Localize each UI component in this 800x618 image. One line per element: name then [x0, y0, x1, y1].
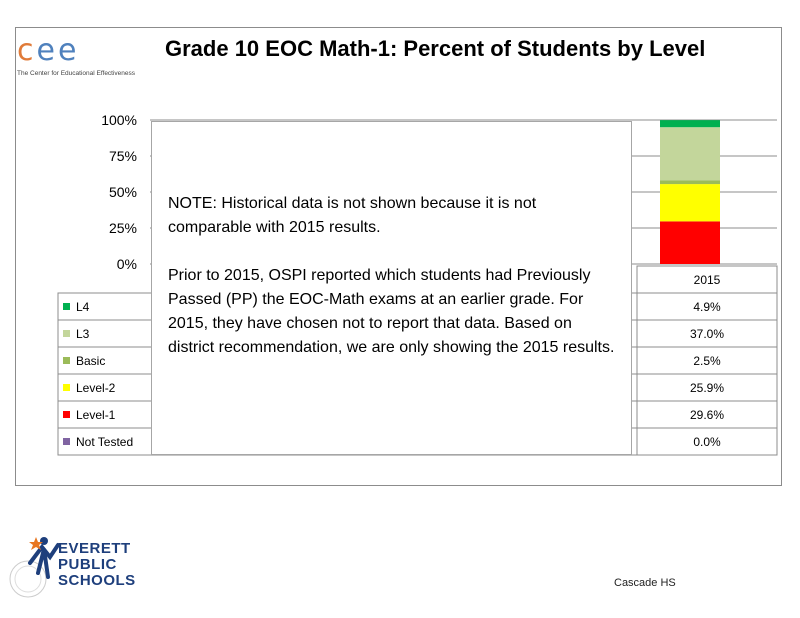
note-paragraph-2: Prior to 2015, OSPI reported which stude… [168, 267, 615, 356]
y-tick-label: 50% [109, 184, 137, 200]
note-paragraph-1: NOTE: Historical data is not shown becau… [168, 195, 537, 236]
legend-swatch-level-2 [63, 384, 70, 391]
legend-swatch-l3 [63, 330, 70, 337]
legend-label-l4: L4 [76, 300, 90, 314]
bar-segment-l3 [660, 127, 720, 181]
chart-frame [15, 27, 782, 486]
y-tick-label: 0% [117, 256, 137, 272]
district-emblem-icon [9, 537, 60, 598]
legend-label-level-1: Level-1 [76, 408, 116, 422]
cee-logo-letters: cee [17, 33, 80, 68]
everett-public-schools-logo: EVERETT PUBLIC SCHOOLS [8, 533, 178, 603]
y-tick-label: 100% [101, 112, 137, 128]
legend-swatch-level-1 [63, 411, 70, 418]
legend-label-not-tested: Not Tested [76, 435, 133, 449]
legend-swatch-not-tested [63, 438, 70, 445]
legend-swatch-basic [63, 357, 70, 364]
data-label-level-1: 29.6% [690, 408, 724, 422]
data-label-l4: 4.9% [693, 300, 721, 314]
district-logo-text: EVERETT PUBLIC SCHOOLS [58, 540, 136, 589]
note-box: NOTE: Historical data is not shown becau… [151, 121, 632, 455]
legend-swatch-l4 [63, 303, 70, 310]
y-tick-label: 75% [109, 148, 137, 164]
school-name: Cascade HS [614, 577, 676, 589]
bar-segment-l4 [660, 120, 720, 128]
data-label-basic: 2.5% [693, 354, 721, 368]
bar-segment-level-2 [660, 184, 720, 222]
legend-label-l3: L3 [76, 327, 90, 341]
table-category-label: 2015 [694, 273, 721, 287]
chart-title: Grade 10 EOC Math-1: Percent of Students… [165, 36, 706, 61]
legend-label-basic: Basic [76, 354, 105, 368]
bar-segment-basic [660, 180, 720, 185]
data-label-not-tested: 0.0% [693, 435, 721, 449]
data-label-level-2: 25.9% [690, 381, 724, 395]
cee-logo: cee The Center for Educational Effective… [17, 36, 157, 86]
cee-logo-subtitle: The Center for Educational Effectiveness [17, 70, 136, 77]
y-tick-label: 25% [109, 220, 137, 236]
data-label-l3: 37.0% [690, 327, 724, 341]
bar-segment-level-1 [660, 221, 720, 264]
legend-label-level-2: Level-2 [76, 381, 116, 395]
